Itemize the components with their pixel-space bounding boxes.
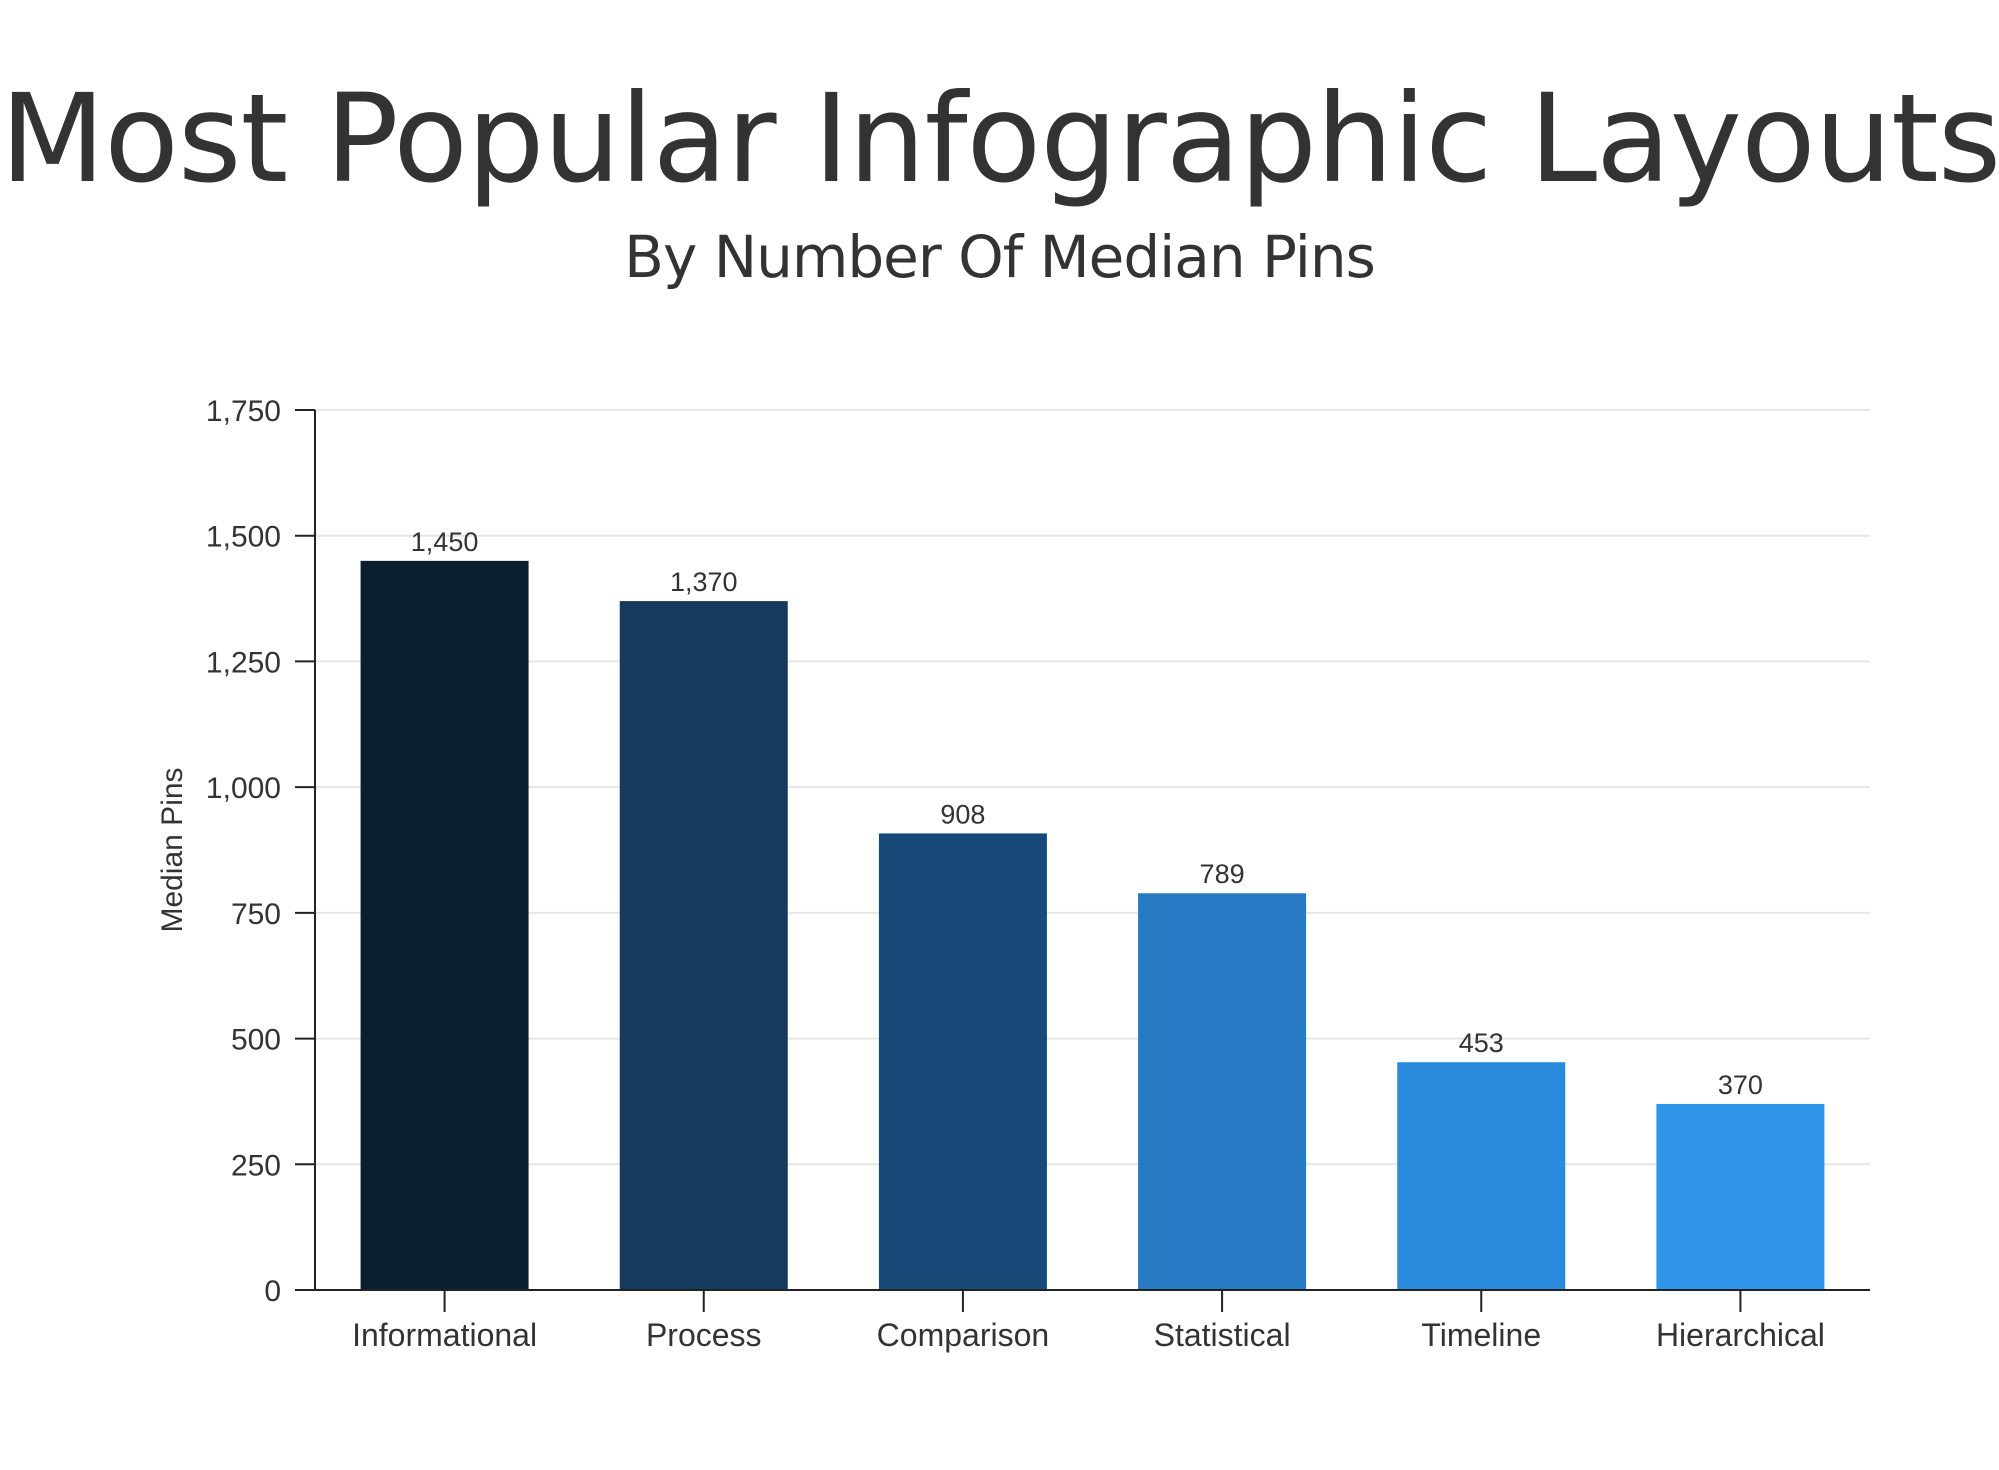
bar-comparison: [878, 833, 1047, 1290]
bar-informational: [360, 560, 529, 1290]
y-tick-label: 250: [231, 1149, 281, 1182]
axes: [295, 409, 1870, 1312]
chart-title: Most Popular Infographic Layouts: [0, 68, 1999, 210]
x-tick-label: Process: [646, 1317, 762, 1353]
bar-timeline: [1397, 1062, 1566, 1290]
bars: [360, 560, 1825, 1290]
data-label: 1,370: [670, 567, 738, 597]
x-tick-label: Comparison: [877, 1317, 1050, 1353]
bar-hierarchical: [1656, 1103, 1825, 1290]
y-tick-label: 1,750: [206, 395, 281, 428]
data-label: 908: [940, 799, 985, 829]
data-label: 1,450: [411, 527, 479, 557]
gridlines: [315, 409, 1870, 1166]
y-tick-label: 750: [231, 898, 281, 931]
bar-process: [619, 601, 788, 1290]
labels: 0 250 500 750 1,000 1,250 1,500 1,750 1,450 Infor…: [206, 395, 1825, 1353]
x-tick-label: Hierarchical: [1656, 1317, 1825, 1353]
chart-subtitle: By Number Of Median Pins: [624, 223, 1376, 291]
y-tick-label: 1,250: [206, 646, 281, 679]
y-axis-title: Median Pins: [156, 767, 189, 932]
y-tick-label: 0: [264, 1275, 281, 1308]
x-tick-label: Informational: [352, 1317, 537, 1353]
x-tick-label: Statistical: [1154, 1317, 1291, 1353]
data-label: 370: [1718, 1070, 1763, 1100]
y-tick-label: 1,000: [206, 772, 281, 805]
y-tick-label: 1,500: [206, 521, 281, 554]
x-tick-label: Timeline: [1421, 1317, 1541, 1353]
data-label: 453: [1459, 1028, 1504, 1058]
bar-statistical: [1138, 893, 1307, 1290]
data-label: 789: [1200, 859, 1245, 889]
y-tick-label: 500: [231, 1024, 281, 1057]
